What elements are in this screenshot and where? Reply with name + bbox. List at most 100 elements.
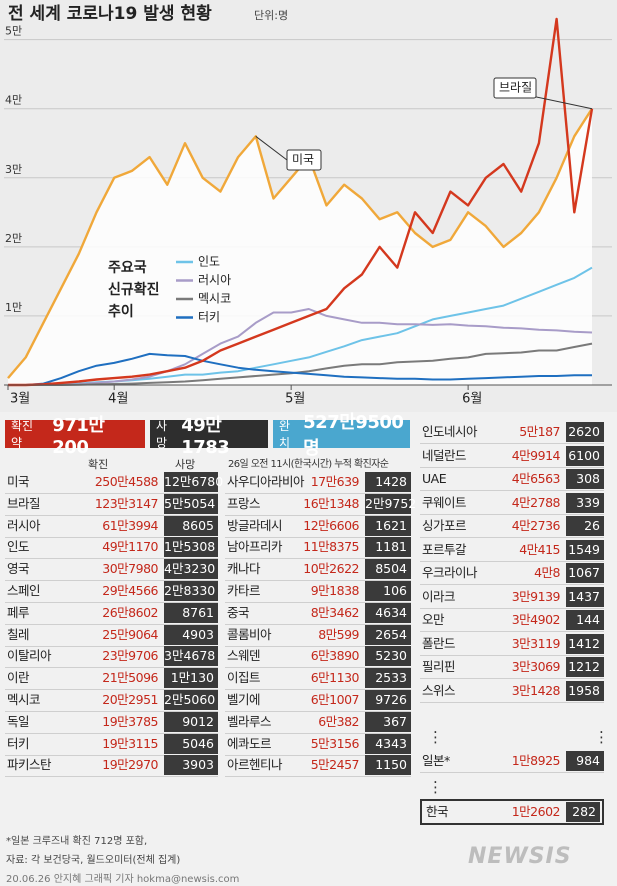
country-name: 아르헨티나 xyxy=(227,757,283,773)
death-count: 1621 xyxy=(365,515,411,536)
annotation-leader xyxy=(255,135,288,161)
summary-value: 49만1783 xyxy=(181,414,230,458)
row-divider xyxy=(420,772,604,773)
country-name: 스위스 xyxy=(422,682,456,698)
country-name: 페루 xyxy=(7,604,30,620)
death-count: 1958 xyxy=(566,680,604,701)
series-line xyxy=(8,17,594,387)
confirmed-count: 6만1007 xyxy=(310,692,360,707)
row-divider xyxy=(420,678,604,679)
row-divider xyxy=(420,513,604,515)
chart-title: 전 세계 코로나19 발생 현황 xyxy=(8,4,212,24)
confirmed-count: 3만3119 xyxy=(511,635,561,651)
country-name: 이집트 xyxy=(227,670,261,686)
x-tick-label: 6월 xyxy=(462,392,482,407)
confirmed-count: 10만2622 xyxy=(303,561,359,577)
death-count: 1437 xyxy=(566,586,604,607)
row-divider xyxy=(225,514,411,516)
country-name: 포르투갈 xyxy=(422,541,467,557)
death-count: 2654 xyxy=(365,624,411,645)
x-tick-label: 5월 xyxy=(285,392,305,407)
row-divider xyxy=(5,493,218,494)
source: 자료: 각 보건당국, 월드오미터(전체 집계) xyxy=(6,855,181,866)
country-name: 러시아 xyxy=(7,517,41,533)
confirmed-count: 25만9064 xyxy=(102,626,158,642)
death-count: 106 xyxy=(365,581,411,601)
death-count: 5만5054 xyxy=(164,493,218,514)
country-name: 이란 xyxy=(7,670,30,686)
logo: NEWSIS xyxy=(468,844,572,869)
row-divider xyxy=(225,536,411,538)
confirmed-count: 3만1428 xyxy=(511,682,561,698)
death-count: 6100 xyxy=(566,445,604,466)
annotation-label: 브라질 xyxy=(499,81,532,95)
legend-label: 멕시코 xyxy=(198,292,231,306)
confirmed-count: 29만4566 xyxy=(102,583,158,598)
country-name: 벨기에 xyxy=(227,692,261,707)
country-name: 이탈리아 xyxy=(7,648,52,664)
y-tick-label: 5만 xyxy=(5,25,22,38)
row-divider xyxy=(5,580,218,582)
death-count: 3903 xyxy=(164,755,218,776)
x-tick-label: 3월 xyxy=(10,392,30,407)
annotation-box xyxy=(493,77,537,99)
country-name: 멕시코 xyxy=(7,692,41,707)
country-name: 프랑스 xyxy=(227,495,261,511)
confirmed-count: 4만415 xyxy=(519,541,560,557)
legend-title: 추이 xyxy=(108,303,134,320)
death-count: 9012 xyxy=(164,711,218,732)
row-divider xyxy=(225,493,411,494)
row-divider xyxy=(225,580,411,582)
confirmed-count: 11만8375 xyxy=(303,539,359,555)
confirmed-count: 4만9914 xyxy=(511,447,561,463)
death-count: 8504 xyxy=(365,559,411,580)
confirmed-count: 3만3069 xyxy=(511,659,561,674)
death-count: 1181 xyxy=(365,537,411,558)
country-name: 중국 xyxy=(227,604,250,620)
country-name: 캐나다 xyxy=(227,561,261,577)
confirmed-count: 4만8 xyxy=(534,565,560,580)
summary-label: 완치 xyxy=(279,419,291,450)
y-tick-label: 1만 xyxy=(5,301,22,314)
credit: 20.06.26 안지혜 그래픽 기자 hokma@newsis.com xyxy=(6,874,240,885)
confirmed-count: 26만8602 xyxy=(102,604,158,620)
confirmed-count: 4만6563 xyxy=(511,471,561,486)
country-name: 인도네시아 xyxy=(422,424,478,439)
deaths-summary: 사망 49만1783 xyxy=(150,415,268,458)
confirmed-count: 4만2788 xyxy=(511,494,561,510)
country-name: 일본* xyxy=(422,753,450,768)
death-count: 4만3230 xyxy=(164,559,218,580)
death-count: 2만9752 xyxy=(365,493,416,514)
death-count: 1428 xyxy=(365,472,411,492)
annotation-box xyxy=(286,149,322,171)
country-name: 미국 xyxy=(7,474,30,489)
country-name: 독일 xyxy=(7,713,30,729)
row-divider xyxy=(420,560,604,562)
country-name: 스웨덴 xyxy=(227,648,261,664)
row-divider xyxy=(5,689,218,691)
death-count: 984 xyxy=(566,751,604,771)
legend-title: 주요국 xyxy=(108,260,147,276)
chart: 전 세계 코로나19 발생 현황 단위:명 1만 2만 3만 4만 5만 3월 4월 5월 6월… xyxy=(0,0,617,412)
legend-label: 인도 xyxy=(198,255,220,269)
row-divider xyxy=(225,645,411,647)
death-count: 1만5308 xyxy=(164,537,218,558)
confirmed-count: 19만3785 xyxy=(102,713,158,729)
y-tick-label: 2만 xyxy=(5,232,22,245)
country-name: 네덜란드 xyxy=(422,447,467,463)
confirmed-summary: 확진 약 971만200 xyxy=(5,415,145,458)
confirmed-count: 1만2602 xyxy=(511,804,561,819)
country-name: 영국 xyxy=(7,561,30,577)
legend-label: 러시아 xyxy=(198,273,231,287)
death-count: 4343 xyxy=(365,733,411,754)
death-count: 3만4678 xyxy=(164,646,218,667)
confirmed-count: 8만3462 xyxy=(310,604,360,620)
row-divider xyxy=(225,667,411,669)
country-name: 벨라루스 xyxy=(227,713,272,729)
country-name: 우크라이나 xyxy=(422,565,478,580)
death-count: 339 xyxy=(566,492,604,513)
series-line xyxy=(8,352,592,386)
death-count: 2만5060 xyxy=(164,690,218,710)
country-name: 필리핀 xyxy=(422,659,456,674)
death-count: 308 xyxy=(566,469,604,489)
